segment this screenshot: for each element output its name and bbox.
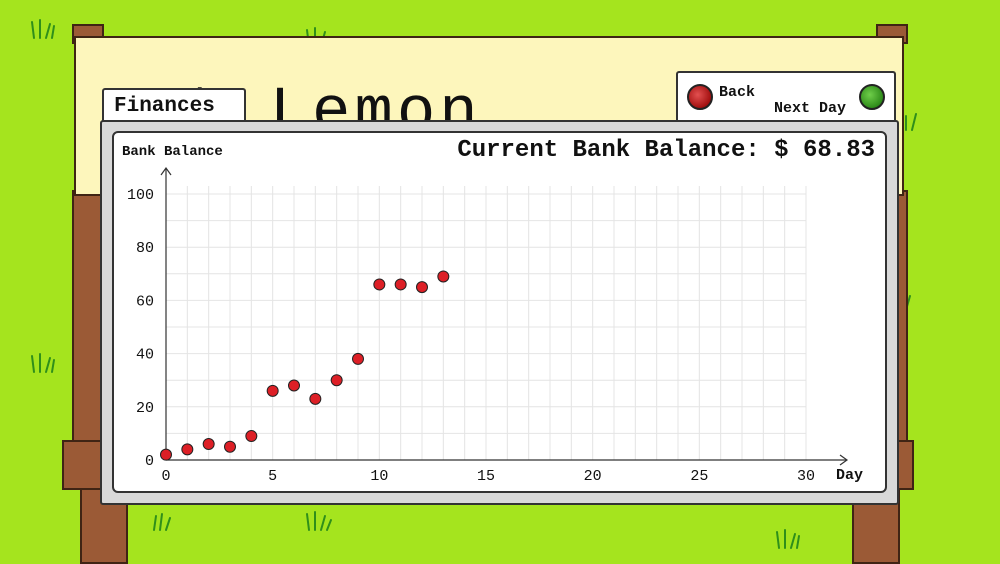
balance-label: Current Bank Balance: [457,137,760,164]
balance-currency: $ [774,137,789,164]
data-point [394,278,407,291]
back-button[interactable]: Back [719,84,756,101]
data-point [437,270,450,283]
finances-card: Current Bank Balance: $ 68.83 0 5 10 15 20 25… [112,131,887,493]
bank-balance-chart: 0 5 10 15 20 25 30 0 20 40 60 80 100 Bank Balance Da… [122,144,863,485]
next-day-button[interactable]: Next Day [774,100,847,117]
tab-finances[interactable]: Finances [102,88,246,126]
current-bank-balance: Current Bank Balance: $ 68.83 [457,137,875,164]
data-point [288,379,300,392]
grass-tuft [31,19,55,39]
x-tick-label: 15 [477,468,495,485]
chart-tick-labels: 0 5 10 15 20 25 30 0 20 40 60 80 100 [127,187,815,485]
y-axis-arrow-icon [160,166,172,176]
data-point [330,374,343,387]
x-axis-arrow-icon [839,454,849,466]
tab-finances-label: Finances [114,95,215,118]
x-tick-label: 5 [268,468,277,485]
data-point [266,384,279,397]
back-button-icon[interactable] [687,84,713,110]
x-tick-label: 25 [690,468,708,485]
y-tick-label: 80 [136,240,154,257]
data-point [160,448,172,461]
data-point [245,430,258,443]
data-point [181,443,194,456]
chart-points [160,270,450,461]
nav-tab: Back Next Day [676,71,896,126]
data-point [309,392,322,405]
data-point [373,278,386,291]
x-tick-label: 10 [370,468,388,485]
y-tick-label: 0 [145,453,154,470]
grass-tuft [776,529,800,549]
next-day-button-icon[interactable] [859,84,885,110]
grass-tuft [153,513,171,531]
x-axis-label: Day [836,467,863,484]
balance-value: 68.83 [802,137,875,164]
grass-tuft [905,113,917,131]
y-axis-label: Bank Balance [122,144,223,160]
data-point [352,352,364,365]
x-tick-label: 30 [797,468,815,485]
y-tick-label: 40 [136,347,154,364]
grass-tuft [306,511,332,531]
chart-grid [166,186,807,460]
x-tick-label: 20 [584,468,602,485]
y-tick-label: 60 [136,293,154,310]
data-point [416,281,428,294]
grass-tuft [31,353,55,373]
chart-axes [160,166,849,466]
data-point [224,440,236,453]
y-tick-label: 100 [127,187,154,204]
x-tick-label: 0 [161,468,170,485]
data-point [202,438,215,451]
y-tick-label: 20 [136,400,154,417]
